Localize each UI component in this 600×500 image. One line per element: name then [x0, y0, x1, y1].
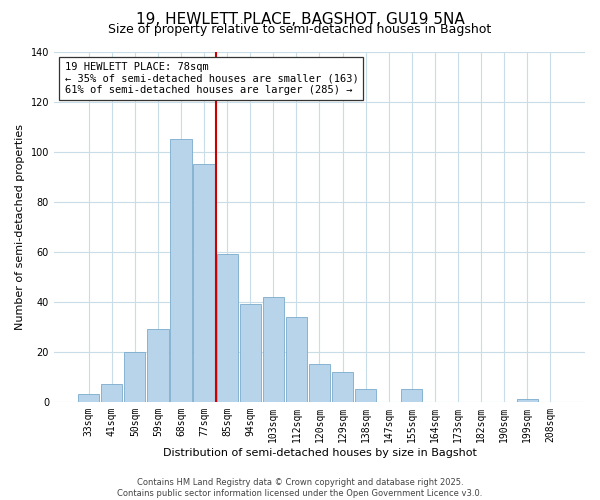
Text: 19, HEWLETT PLACE, BAGSHOT, GU19 5NA: 19, HEWLETT PLACE, BAGSHOT, GU19 5NA	[136, 12, 464, 28]
Bar	[170, 139, 191, 402]
Text: Contains HM Land Registry data © Crown copyright and database right 2025.
Contai: Contains HM Land Registry data © Crown c…	[118, 478, 482, 498]
X-axis label: Distribution of semi-detached houses by size in Bagshot: Distribution of semi-detached houses by …	[163, 448, 476, 458]
Bar	[101, 384, 122, 402]
Bar	[263, 296, 284, 402]
Bar	[239, 304, 261, 402]
Bar	[124, 352, 145, 402]
Bar	[193, 164, 215, 402]
Bar	[78, 394, 99, 402]
Bar	[517, 400, 538, 402]
Bar	[355, 390, 376, 402]
Bar	[286, 317, 307, 402]
Bar	[147, 330, 169, 402]
Bar	[309, 364, 330, 402]
Text: Size of property relative to semi-detached houses in Bagshot: Size of property relative to semi-detach…	[109, 22, 491, 36]
Bar	[217, 254, 238, 402]
Bar	[332, 372, 353, 402]
Bar	[401, 390, 422, 402]
Text: 19 HEWLETT PLACE: 78sqm
← 35% of semi-detached houses are smaller (163)
61% of s: 19 HEWLETT PLACE: 78sqm ← 35% of semi-de…	[65, 62, 358, 95]
Y-axis label: Number of semi-detached properties: Number of semi-detached properties	[15, 124, 25, 330]
